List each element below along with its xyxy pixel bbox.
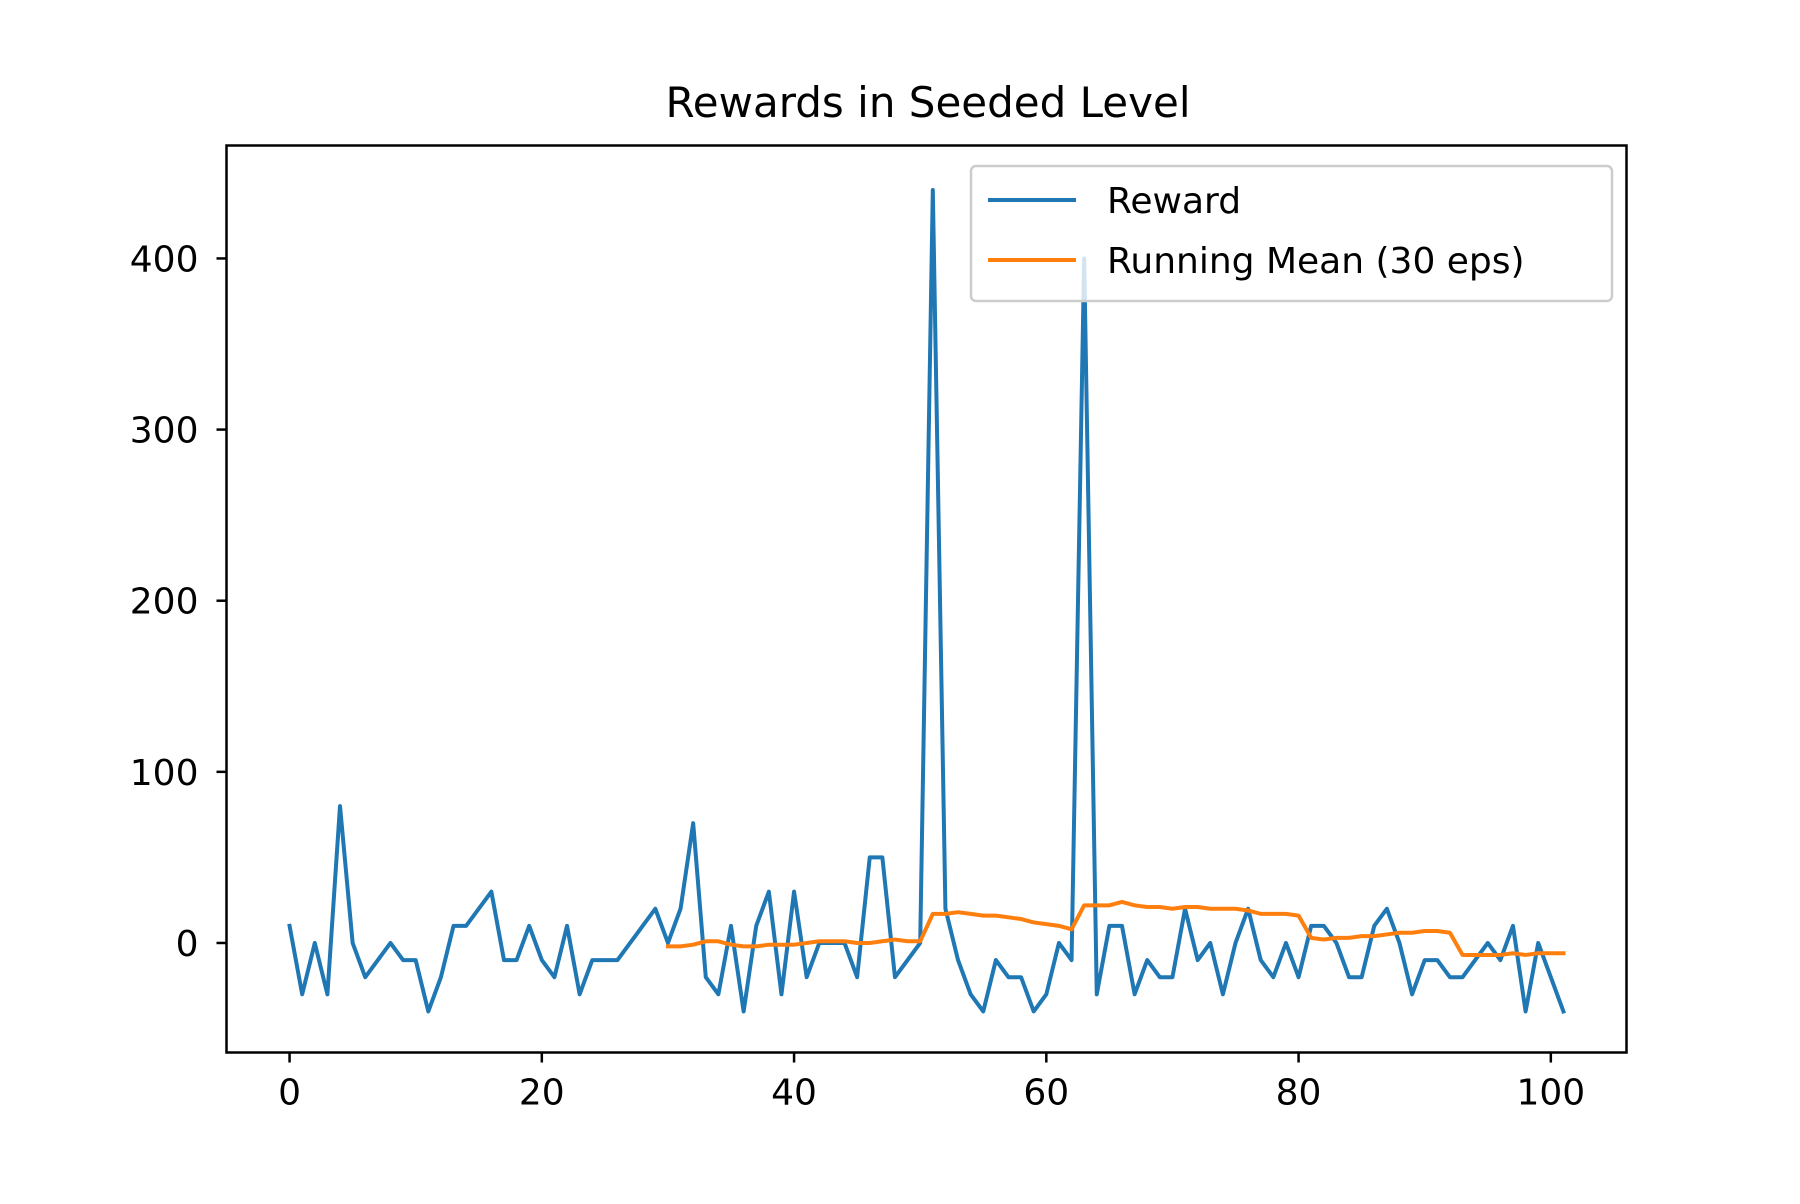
y-tick-label: 100	[130, 753, 199, 794]
chart-title: Rewards in Seeded Level	[666, 78, 1191, 127]
plot-area	[287, 187, 1567, 1014]
y-tick-label: 300	[130, 411, 199, 452]
x-axis: 0 20 40 60 80 100	[278, 1052, 1585, 1114]
y-axis: 0 100 200 300 400	[130, 239, 227, 965]
plot-frame	[225, 144, 1628, 1054]
legend-label: Running Mean (30 eps)	[1107, 241, 1525, 282]
x-tick-label: 60	[1023, 1073, 1069, 1114]
y-tick-label: 0	[176, 924, 199, 965]
legend: Reward Running Mean (30 eps)	[969, 164, 1614, 303]
legend-frame	[969, 164, 1614, 303]
series-line-reward	[287, 187, 1567, 1014]
x-tick-label: 0	[278, 1073, 301, 1114]
x-tick-label: 80	[1276, 1073, 1322, 1114]
y-tick-label: 200	[130, 582, 199, 623]
series-line-running-mean	[665, 899, 1566, 957]
legend-label: Reward	[1107, 181, 1241, 222]
y-tick-label: 400	[130, 239, 199, 280]
x-tick-label: 40	[771, 1073, 817, 1114]
x-tick-label: 20	[519, 1073, 565, 1114]
x-tick-label: 100	[1516, 1073, 1585, 1114]
